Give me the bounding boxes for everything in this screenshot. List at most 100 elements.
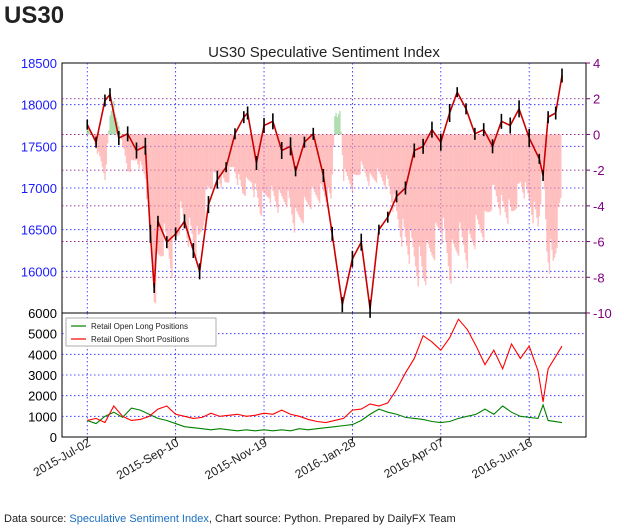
ssi-bar-negative	[490, 134, 493, 211]
ssi-axis-label: -2	[593, 163, 605, 178]
legend: Retail Open Long Positions Retail Open S…	[65, 317, 217, 347]
ssi-bar-negative	[476, 134, 479, 220]
ssi-bar-negative	[507, 134, 509, 224]
ssi-bar-negative	[245, 134, 248, 178]
ssi-bar-negative	[412, 134, 414, 248]
data-source-link[interactable]: Speculative Sentiment Index	[69, 513, 209, 525]
ssi-bar-negative	[529, 134, 532, 208]
ssi-bar-negative	[556, 134, 558, 248]
ssi-bar-positive	[337, 114, 340, 135]
ssi-bar-negative	[157, 134, 159, 254]
ssi-bar-negative	[315, 134, 317, 195]
ssi-bar-negative	[493, 134, 495, 185]
ssi-bar-negative	[223, 134, 225, 178]
ssi-bar-negative	[539, 134, 542, 205]
ssi-bar-negative	[417, 134, 419, 287]
ssi-bar-negative	[426, 134, 428, 240]
ssi-bar-negative	[277, 134, 279, 213]
ssi-axis-label: 0	[593, 127, 600, 142]
ssi-bar-negative	[481, 134, 484, 238]
ssi-bar-negative	[479, 134, 481, 229]
ssi-bar-negative	[462, 134, 465, 245]
ssi-bar-negative	[455, 134, 457, 251]
ssi-bar-positive	[334, 116, 336, 135]
ssi-bar-negative	[411, 134, 413, 238]
ssi-bar-negative	[279, 134, 282, 194]
ssi-bar-negative	[430, 134, 432, 252]
ssi-bar-negative	[353, 134, 355, 175]
ssi-bar-negative	[316, 134, 318, 198]
ssi-bar-negative	[177, 134, 179, 236]
ssi-bar-negative	[533, 134, 536, 202]
x-tick-label: 2016-Apr-07	[382, 435, 447, 481]
ssi-bar-negative	[499, 134, 501, 216]
ssi-bar-negative	[311, 134, 313, 187]
ssi-bar-negative	[287, 134, 289, 191]
ssi-bar-negative	[379, 134, 381, 174]
ssi-bar-negative	[394, 134, 397, 203]
ssi-bar-negative	[550, 134, 552, 239]
short-positions-line	[87, 318, 563, 424]
ssi-bar-negative	[425, 134, 427, 286]
ssi-bar-negative	[422, 134, 424, 277]
ssi-bar-negative	[140, 134, 143, 166]
legend-label-long: Retail Open Long Positions	[91, 322, 188, 331]
ssi-bar-negative	[199, 134, 201, 234]
ssi-bar-negative	[164, 134, 167, 232]
ssi-bar-negative	[378, 134, 380, 171]
ssi-bar-negative	[418, 134, 421, 247]
ssi-bar-negative	[369, 134, 371, 174]
x-tick-label: 2015-Nov-19	[202, 435, 269, 482]
ssi-bar-negative	[302, 134, 304, 224]
ssi-bar-negative	[346, 134, 349, 177]
ssi-bar-negative	[512, 134, 514, 212]
ssi-bar-negative	[104, 134, 106, 180]
ssi-bar-negative	[360, 134, 363, 162]
ssi-bar-negative	[318, 134, 321, 204]
ssi-bar-negative	[167, 134, 169, 250]
ssi-bar-negative	[332, 134, 335, 148]
ssi-bar-negative	[491, 134, 494, 186]
ssi-bar-negative	[128, 134, 130, 172]
ssi-bar-negative	[271, 134, 273, 186]
positions-axis-label: 3000	[28, 368, 57, 383]
ssi-bar-negative	[202, 134, 205, 226]
ssi-bar-negative	[427, 134, 429, 245]
ssi-bar-negative	[560, 134, 562, 198]
ssi-bar-negative	[440, 134, 442, 232]
ssi-bar-positive	[109, 115, 111, 135]
ssi-bar-positive	[118, 126, 120, 135]
ssi-bar-negative	[219, 134, 221, 184]
ssi-bar-negative	[330, 134, 332, 199]
ssi-bar-negative	[348, 134, 350, 180]
ssi-bar-negative	[269, 134, 272, 204]
ssi-bar-negative	[310, 134, 312, 210]
ssi-bar-negative	[428, 134, 431, 249]
ssi-bar-negative	[363, 134, 365, 169]
ssi-bar-negative	[96, 134, 99, 154]
ssi-axis-label: -4	[593, 199, 605, 214]
price-axis-label: 17000	[21, 181, 57, 196]
ssi-axis-label: 4	[593, 56, 600, 71]
ssi-bar-negative	[473, 134, 475, 246]
ssi-bar-negative	[324, 134, 326, 197]
ssi-bar-negative	[143, 134, 145, 174]
ssi-bar-negative	[220, 134, 222, 188]
ssi-bar-negative	[327, 134, 330, 188]
ssi-bar-negative	[130, 134, 133, 160]
ssi-bar-negative	[205, 134, 207, 190]
ssi-bar-negative	[138, 134, 140, 169]
ssi-bar-negative	[172, 134, 174, 234]
ssi-bar-negative	[159, 134, 162, 257]
ssi-bar-negative	[358, 134, 360, 175]
ssi-bar-negative	[365, 134, 368, 177]
ssi-bar-negative	[436, 134, 438, 226]
ssi-bar-negative	[322, 134, 325, 192]
ssi-bar-negative	[457, 134, 460, 256]
ssi-bar-negative	[292, 134, 294, 224]
ssi-bar-negative	[449, 134, 451, 281]
ssi-bar-negative	[555, 134, 557, 254]
ssi-bar-negative	[175, 134, 177, 236]
ssi-bar-negative	[188, 134, 191, 218]
ssi-bar-negative	[407, 134, 409, 255]
